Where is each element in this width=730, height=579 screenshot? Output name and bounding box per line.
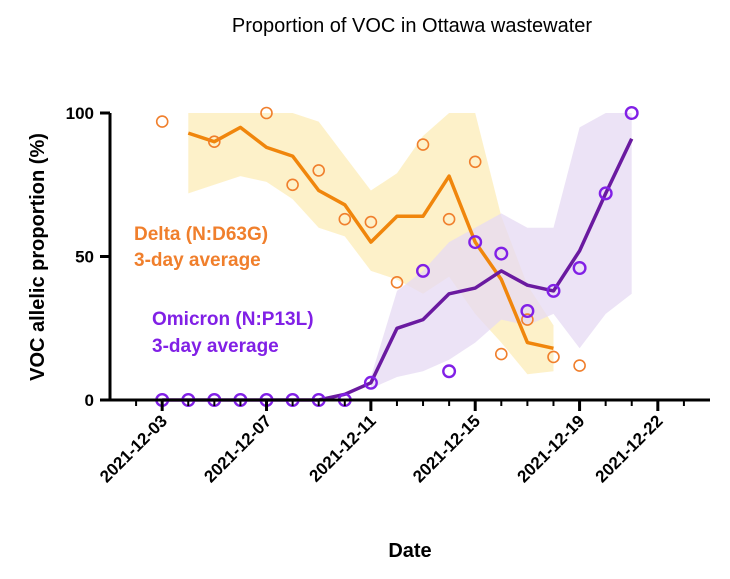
y-axis-title: VOC allelic proportion (%) [27,133,49,381]
legend-delta-name: Delta (N:D63G) [134,224,268,245]
delta-point [338,212,352,226]
omicron-point [546,283,561,298]
delta-average-line [187,125,554,351]
delta-point [260,106,273,120]
omicron-band [370,113,632,389]
omicron-point [363,375,378,390]
x-tick-label: 2021-12-19 [513,411,588,486]
omicron-point [416,263,431,278]
omicron-point [624,105,639,120]
x-tick-label: 2021-12-03 [96,411,171,486]
legend-omicron-average: 3-day average [152,336,279,357]
legend-delta-average: 3-day average [134,250,261,271]
x-tick-label: 2021-12-15 [409,411,484,486]
delta-point [364,215,378,229]
delta-point [390,275,404,289]
omicron-point [494,246,509,261]
delta-point [494,347,508,361]
delta-point [521,313,534,326]
delta-point [573,359,586,372]
y-tick-label: 100 [66,104,94,123]
omicron-point [520,304,535,319]
y-tick-label: 50 [75,248,94,267]
omicron-point [572,261,587,276]
omicron-point [598,186,613,201]
delta-point [286,178,299,192]
delta-point [468,155,482,169]
x-axis-title: Date [388,540,431,562]
delta-point [312,164,326,177]
delta-point [416,138,430,151]
omicron-point [442,364,457,379]
legend-omicron-name: Omicron (N:P13L) [152,309,314,330]
x-tick-label: 2021-12-07 [200,411,275,486]
delta-point [155,115,169,128]
delta-point [208,135,221,148]
omicron-point [468,235,483,250]
chart-title: Proportion of VOC in Ottawa wastewater [232,15,592,37]
x-tick-label: 2021-12-22 [592,411,667,486]
delta-point [442,212,456,226]
delta-point [547,350,560,364]
y-tick-label: 0 [85,391,94,410]
x-tick-label: 2021-12-11 [305,411,379,485]
axes [100,111,710,411]
inline-legend: Delta (N:D63G) 3-day average Omicron (N:… [134,224,314,357]
